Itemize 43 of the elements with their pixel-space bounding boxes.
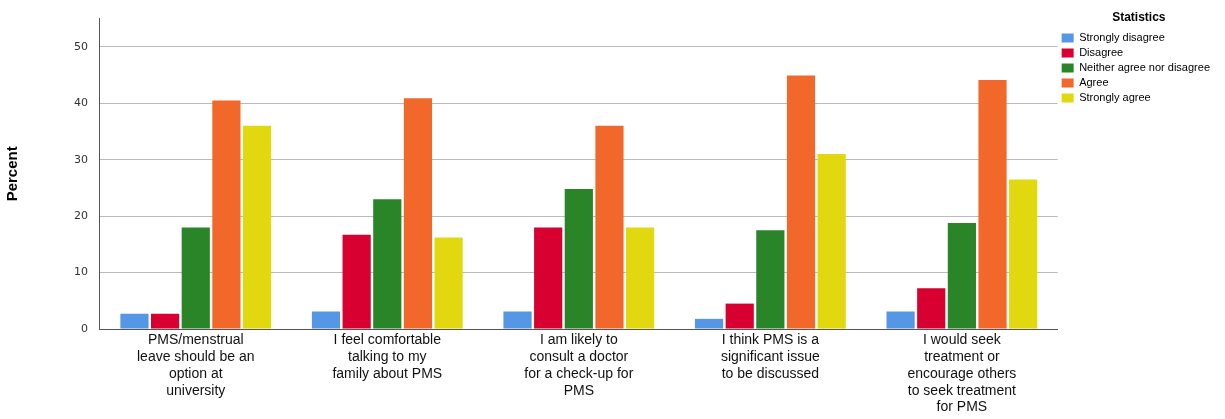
- legend-label: Neither agree nor disagree: [1079, 60, 1210, 73]
- bar: [725, 303, 754, 329]
- bar: [786, 75, 816, 329]
- legend-label: Strongly disagree: [1079, 30, 1165, 43]
- bar: [886, 311, 915, 329]
- y-tick-label: 30: [74, 152, 88, 166]
- bar: [595, 125, 624, 329]
- legend-label: Agree: [1079, 75, 1109, 88]
- bar: [311, 311, 341, 329]
- y-axis-title: Percent: [3, 146, 21, 202]
- bar: [151, 313, 180, 329]
- bar: [817, 154, 846, 329]
- bar: [503, 311, 532, 329]
- bar: [534, 227, 563, 329]
- bar: [120, 313, 149, 329]
- bar: [694, 318, 724, 329]
- legend-label: Disagree: [1079, 45, 1124, 58]
- bar: [626, 227, 655, 329]
- bar: [1009, 179, 1038, 329]
- bar: [212, 100, 241, 329]
- legend-title: Statistics: [1112, 10, 1166, 25]
- x-tick-label: I am likely to consult a doctor for a check-up for PMS: [524, 331, 634, 398]
- x-tick-label: I feel comfortable talking to my family about PMS: [332, 331, 443, 381]
- bar: [373, 199, 402, 329]
- bar: [564, 189, 593, 329]
- legend-label: Strongly agree: [1079, 90, 1151, 103]
- bar: [434, 237, 463, 329]
- x-tick-label: PMS/menstrual leave should be an option at university: [136, 331, 255, 398]
- bar: [181, 227, 210, 329]
- bar: [342, 234, 371, 329]
- y-tick-label: 10: [74, 265, 88, 279]
- bar: [978, 80, 1007, 329]
- bar: [947, 222, 976, 329]
- x-tick-label: I would seek treatment or encourage others to seek treatment for PMS: [907, 331, 1017, 415]
- bar: [756, 230, 785, 329]
- bar: [242, 125, 272, 329]
- bar: [917, 288, 946, 329]
- y-tick-label: 50: [74, 39, 88, 53]
- bar: [403, 98, 433, 329]
- y-tick-label: 40: [74, 96, 88, 110]
- y-tick-label: 20: [74, 208, 88, 222]
- x-tick-label: I think PMS is a significant issue to be discussed: [720, 331, 820, 381]
- y-tick-label: 0: [81, 321, 88, 335]
